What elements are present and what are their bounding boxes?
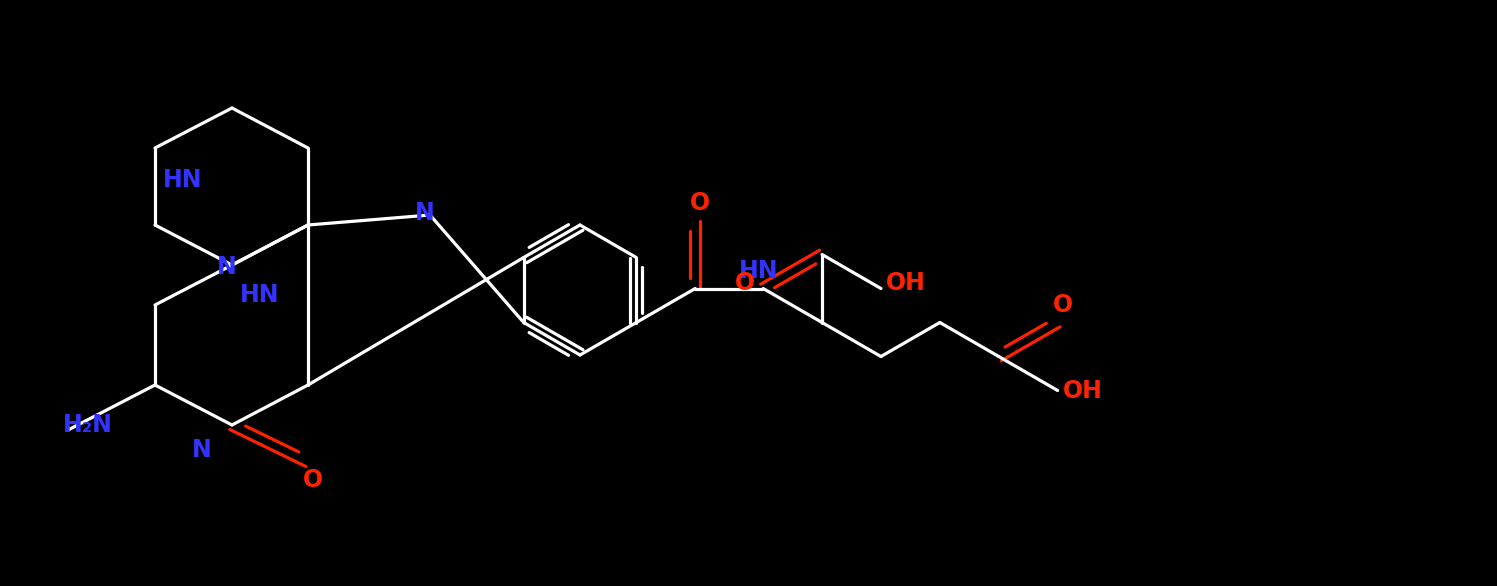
Text: O: O bbox=[690, 190, 710, 214]
Text: OH: OH bbox=[886, 271, 927, 295]
Text: HN: HN bbox=[163, 168, 202, 192]
Text: HN: HN bbox=[738, 258, 778, 282]
Text: HN: HN bbox=[240, 283, 280, 307]
Text: O: O bbox=[735, 271, 756, 295]
Text: O: O bbox=[1052, 292, 1073, 316]
Text: O: O bbox=[302, 468, 323, 492]
Text: N: N bbox=[192, 438, 213, 462]
Text: OH: OH bbox=[1063, 379, 1103, 403]
Text: H₂N: H₂N bbox=[63, 413, 112, 437]
Text: N: N bbox=[415, 201, 434, 225]
Text: N: N bbox=[217, 255, 237, 279]
